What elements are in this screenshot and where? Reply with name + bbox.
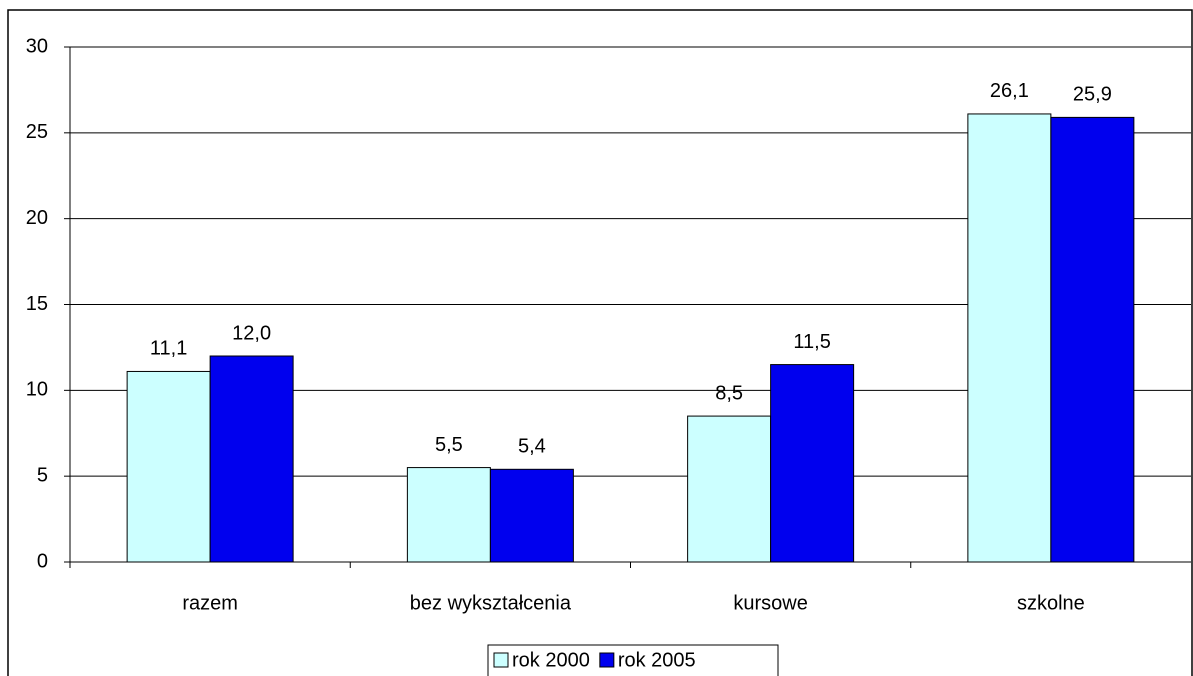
x-tick-label: bez wykształcenia bbox=[410, 592, 572, 614]
value-label: 12,0 bbox=[232, 322, 271, 344]
y-tick-label: 0 bbox=[37, 550, 48, 572]
legend-swatch bbox=[493, 652, 509, 668]
bar bbox=[489, 468, 574, 563]
legend-label: rok 2005 bbox=[618, 649, 696, 671]
value-label: 5,5 bbox=[435, 434, 463, 456]
value-label: 8,5 bbox=[715, 382, 743, 404]
y-tick-label: 20 bbox=[26, 207, 48, 229]
value-label: 11,1 bbox=[150, 338, 187, 360]
value-label: 5,4 bbox=[518, 436, 546, 458]
y-tick-label: 25 bbox=[26, 121, 48, 143]
bar bbox=[209, 355, 294, 563]
legend-label: rok 2000 bbox=[512, 649, 590, 671]
bar bbox=[406, 467, 491, 563]
y-tick-label: 5 bbox=[37, 464, 48, 486]
x-tick-label: kursowe bbox=[733, 592, 807, 614]
value-label: 11,5 bbox=[793, 331, 830, 353]
value-label: 25,9 bbox=[1073, 84, 1112, 106]
x-tick-label: razem bbox=[182, 592, 238, 614]
bar bbox=[126, 370, 211, 563]
value-label: 26,1 bbox=[990, 80, 1029, 102]
x-tick-label: szkolne bbox=[1017, 592, 1085, 614]
bar bbox=[687, 415, 772, 563]
legend-box bbox=[487, 644, 779, 676]
y-tick-label: 15 bbox=[26, 293, 48, 315]
bar bbox=[770, 364, 855, 563]
y-tick-label: 10 bbox=[26, 379, 48, 401]
y-tick-label: 30 bbox=[26, 35, 48, 57]
bar bbox=[967, 113, 1052, 563]
bar bbox=[1050, 116, 1135, 563]
legend-swatch bbox=[599, 652, 615, 668]
